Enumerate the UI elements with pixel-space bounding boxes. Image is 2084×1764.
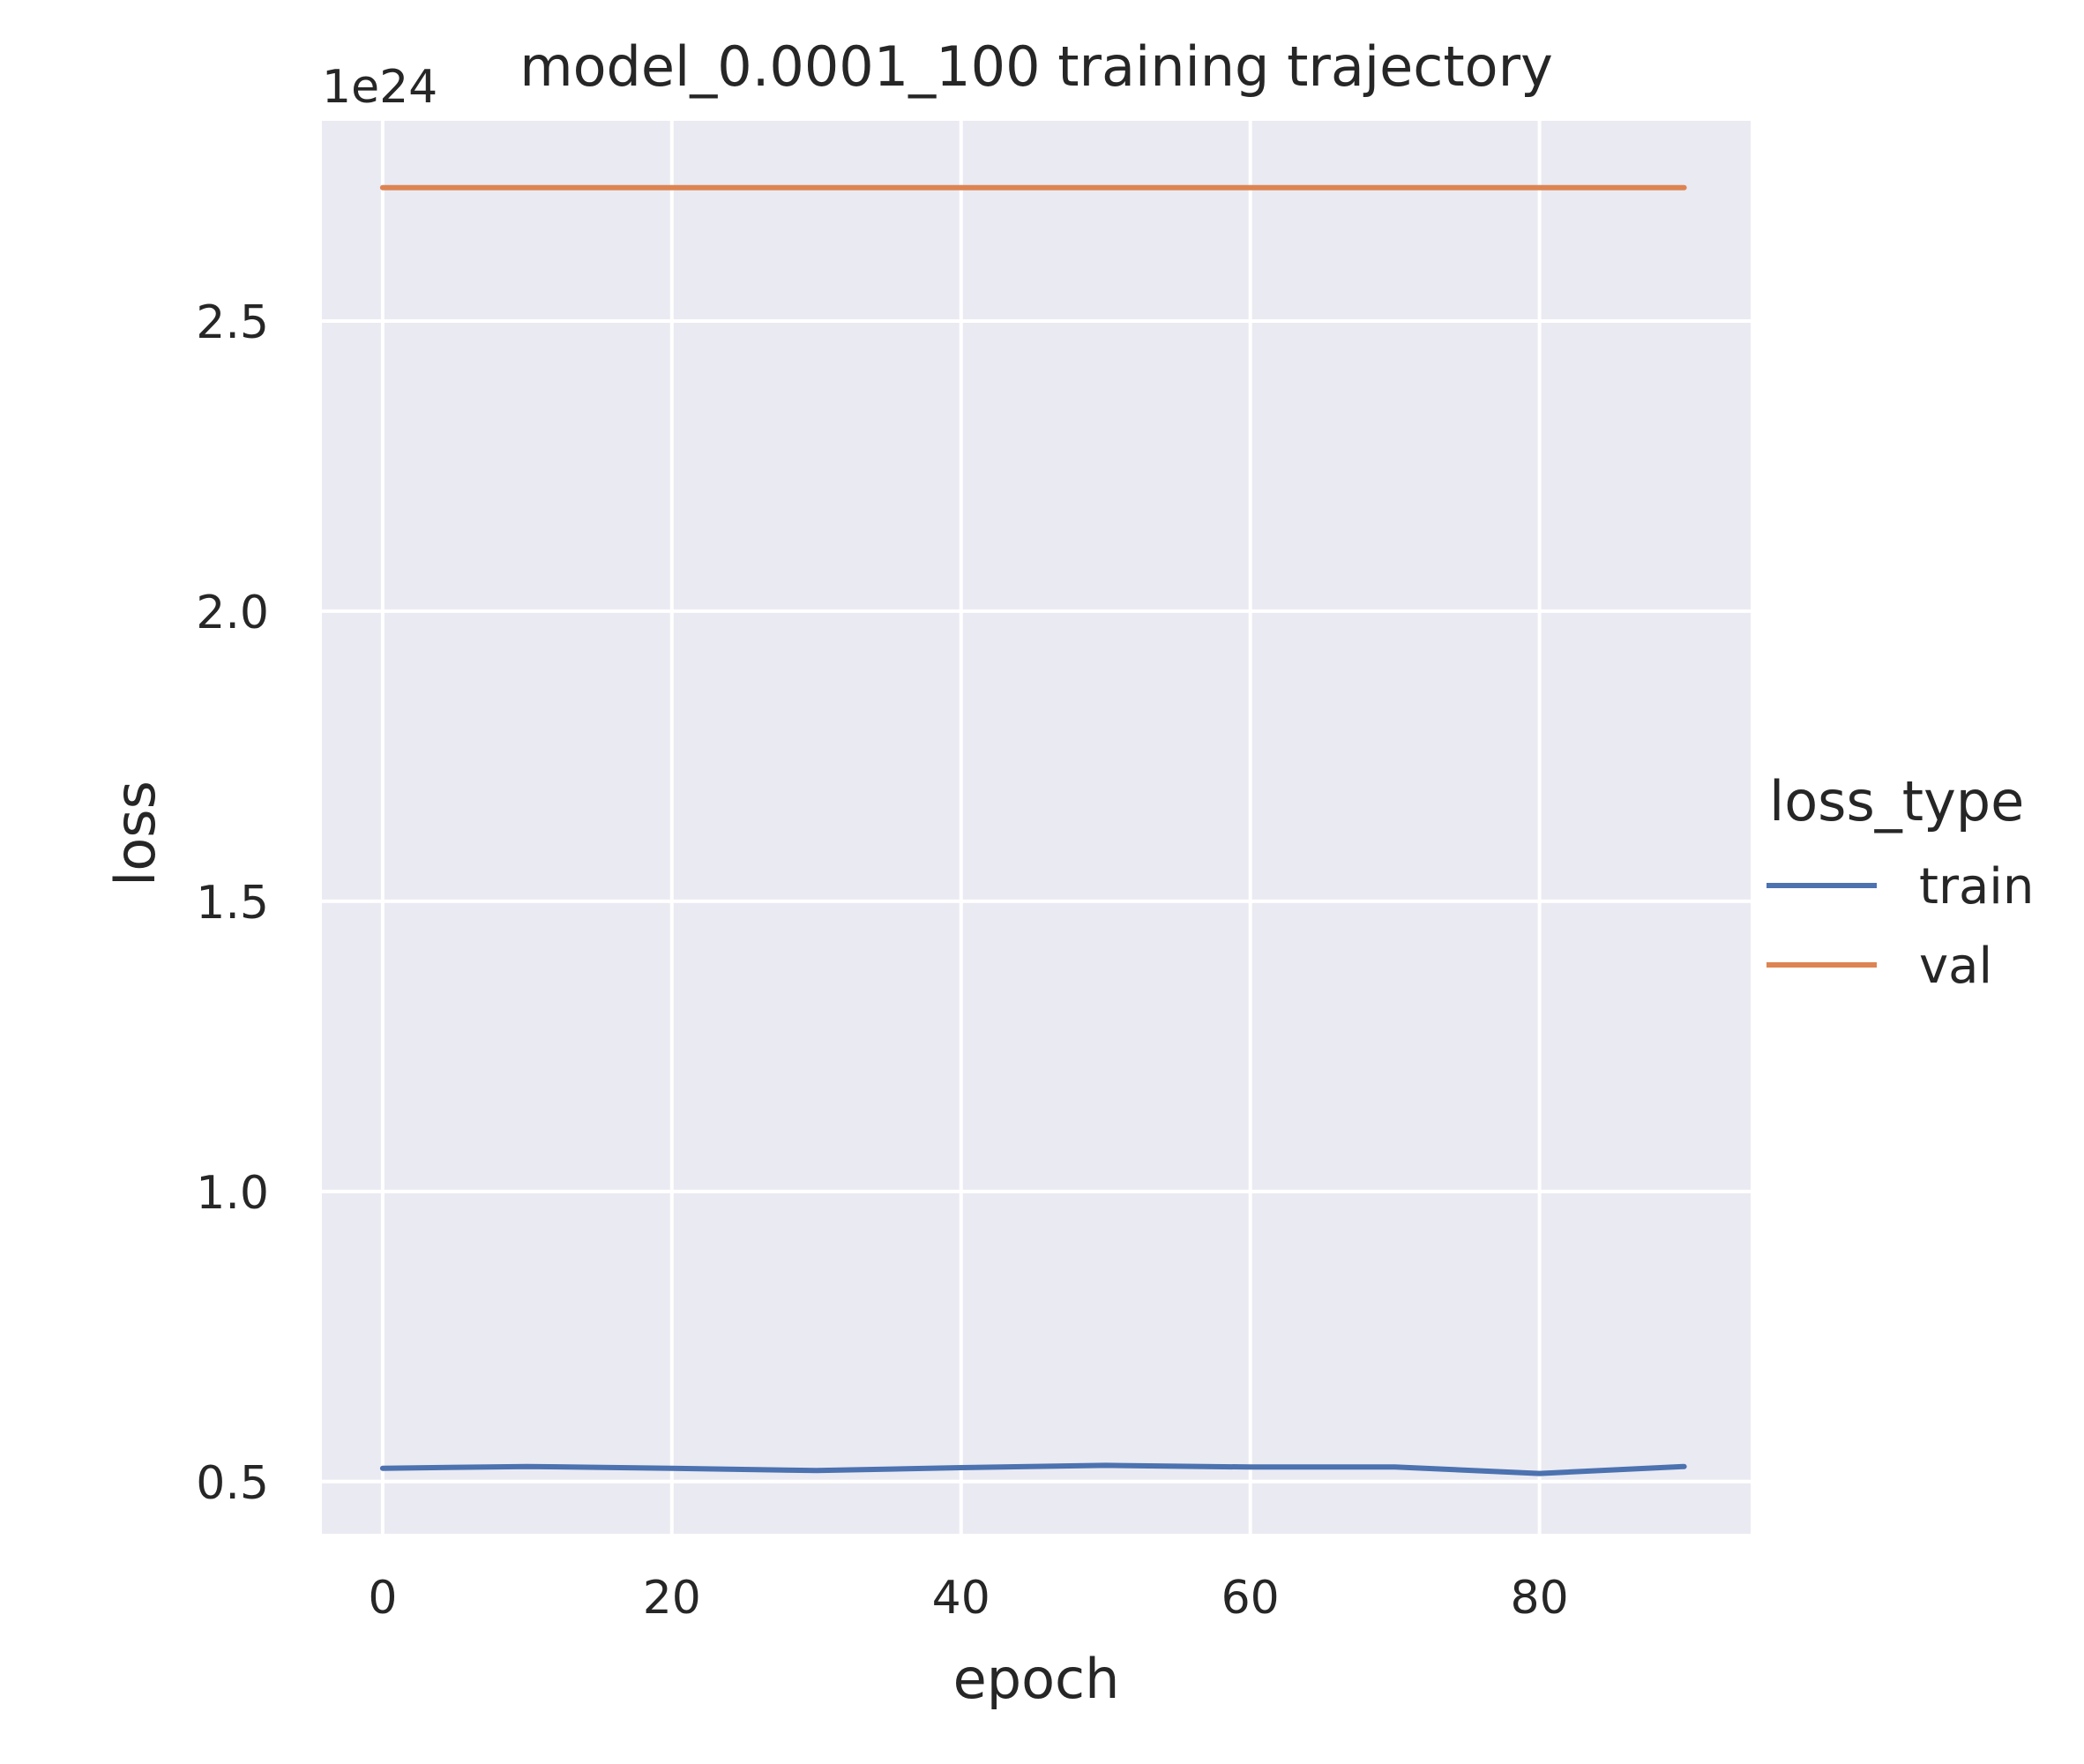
y-tick-label: 0.5: [196, 1457, 269, 1510]
x-axis-label: epoch: [953, 1647, 1120, 1711]
x-tick-label: 80: [1511, 1572, 1569, 1625]
y-tick-labels: 0.5 1.0 1.5 2.0 2.5: [196, 296, 269, 1510]
y-offset-text: 1e24: [322, 61, 437, 114]
x-tick-label: 40: [932, 1572, 990, 1625]
plot-background: [322, 121, 1751, 1534]
grid-lines: [322, 121, 1751, 1534]
legend-label-val: val: [1919, 938, 1992, 995]
y-tick-label: 2.5: [196, 296, 269, 349]
legend: loss_type train val: [1767, 769, 2034, 995]
x-tick-label: 20: [643, 1572, 701, 1625]
chart-title: model_0.0001_100 training trajectory: [519, 34, 1553, 99]
y-tick-label: 1.5: [196, 877, 269, 930]
legend-label-train: train: [1919, 858, 2034, 916]
y-tick-label: 1.0: [196, 1167, 269, 1220]
y-tick-label: 2.0: [196, 587, 269, 639]
x-tick-labels: 0 20 40 60 80: [368, 1572, 1568, 1625]
legend-title: loss_type: [1769, 769, 2024, 833]
x-tick-label: 60: [1221, 1572, 1280, 1625]
series-line-train: [379, 1462, 1687, 1476]
x-tick-label: 0: [368, 1572, 397, 1625]
series-lines: [379, 184, 1687, 1476]
y-axis-label: loss: [103, 781, 168, 886]
